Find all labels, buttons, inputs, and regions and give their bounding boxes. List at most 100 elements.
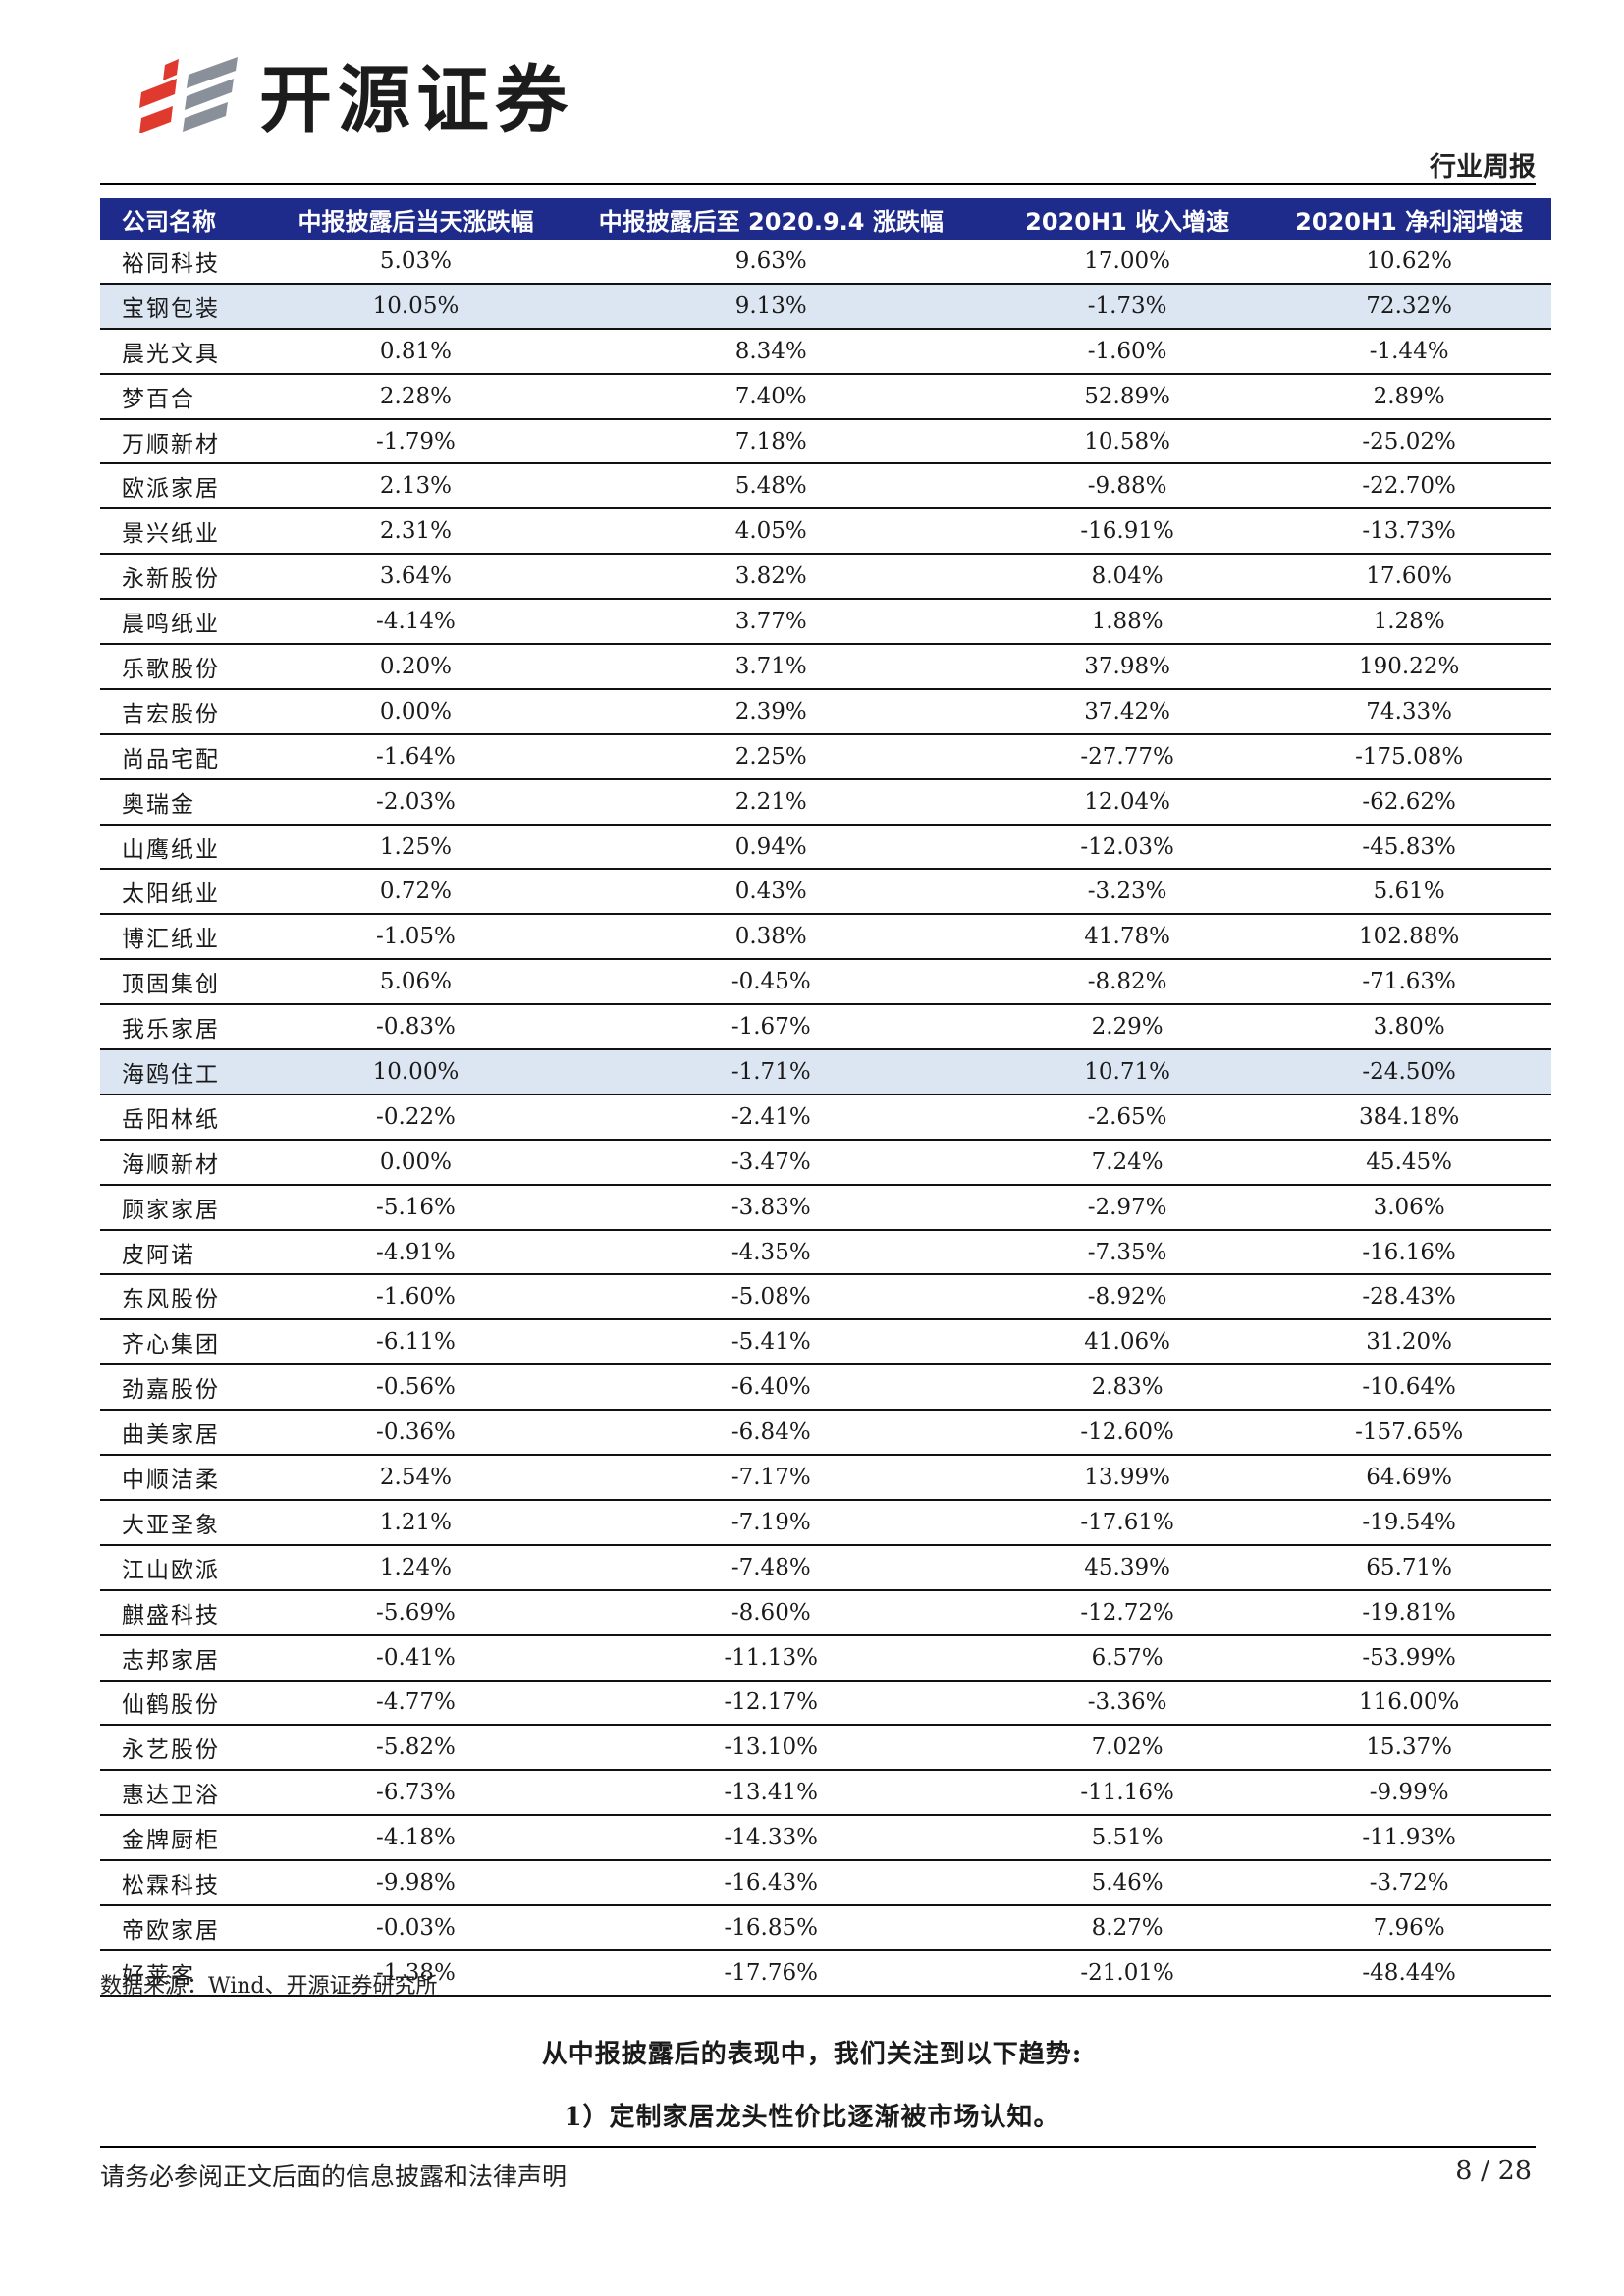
net-profit-growth-cell: -22.70% [1267,463,1551,510]
company-name-cell: 顶固集创 [100,959,278,1006]
day-change-cell: -1.79% [277,418,555,465]
revenue-growth-cell: -12.03% [987,824,1268,871]
since-change-cell: -3.47% [554,1139,988,1186]
day-change-cell: 5.03% [277,240,555,285]
revenue-growth-cell: 2.29% [987,1004,1268,1051]
since-change-cell: -7.19% [554,1499,988,1546]
table-row: 景兴纸业 2.31% 4.05% -16.91% -13.73% [100,508,1551,556]
revenue-growth-cell: -11.16% [987,1770,1268,1817]
company-name-cell: 乐歌股份 [100,644,278,690]
since-change-cell: -7.48% [554,1544,988,1591]
day-change-cell: 1.21% [277,1499,555,1546]
net-profit-growth-cell: -9.99% [1267,1770,1551,1817]
net-profit-growth-cell: -25.02% [1267,418,1551,465]
table-row: 博汇纸业 -1.05% 0.38% 41.78% 102.88% [100,914,1551,961]
company-name-cell: 海顺新材 [100,1139,278,1186]
day-change-cell: -1.64% [277,733,555,780]
table-row: 麒盛科技 -5.69% -8.60% -12.72% -19.81% [100,1589,1551,1636]
net-profit-growth-cell: 65.71% [1267,1544,1551,1591]
revenue-growth-cell: 2.83% [987,1364,1268,1412]
company-name-cell: 志邦家居 [100,1634,278,1682]
table-row: 山鹰纸业 1.25% 0.94% -12.03% -45.83% [100,824,1551,871]
since-change-cell: 9.13% [554,283,988,330]
since-change-cell: 4.05% [554,508,988,556]
table-row: 金牌厨柜 -4.18% -14.33% 5.51% -11.93% [100,1815,1551,1862]
day-change-cell: -4.14% [277,599,555,646]
body-paragraph: 从中报披露后的表现中，我们关注到以下趋势: [541,2040,1083,2069]
table-row: 晨鸣纸业 -4.14% 3.77% 1.88% 1.28% [100,599,1551,646]
revenue-growth-cell: 52.89% [987,373,1268,420]
revenue-growth-cell: 10.58% [987,418,1268,465]
day-change-cell: -0.56% [277,1364,555,1412]
net-profit-growth-cell: -19.54% [1267,1499,1551,1546]
table-row: 顶固集创 5.06% -0.45% -8.82% -71.63% [100,959,1551,1006]
day-change-cell: 1.24% [277,1544,555,1591]
table-row: 海鸥住工 10.00% -1.71% 10.71% -24.50% [100,1049,1551,1095]
revenue-growth-cell: 37.98% [987,644,1268,690]
day-change-cell: -4.91% [277,1229,555,1276]
company-name-cell: 劲嘉股份 [100,1364,278,1412]
since-change-cell: 5.48% [554,463,988,510]
day-change-cell: 0.72% [277,869,555,916]
since-change-cell: 3.71% [554,644,988,690]
revenue-growth-cell: 13.99% [987,1455,1268,1501]
revenue-growth-cell: 5.51% [987,1815,1268,1862]
day-change-cell: -5.82% [277,1725,555,1772]
net-profit-growth-cell: 3.06% [1267,1184,1551,1231]
net-profit-growth-cell: -1.44% [1267,328,1551,375]
net-profit-growth-cell: 31.20% [1267,1319,1551,1366]
day-change-cell: -0.03% [277,1904,555,1951]
since-change-cell: -7.17% [554,1455,988,1501]
document-type: 行业周报 [1430,152,1536,183]
net-profit-growth-cell: 64.69% [1267,1455,1551,1501]
net-profit-growth-cell: -10.64% [1267,1364,1551,1412]
revenue-growth-cell: -12.60% [987,1410,1268,1457]
table-row: 惠达卫浴 -6.73% -13.41% -11.16% -9.99% [100,1770,1551,1817]
table-row: 志邦家居 -0.41% -11.13% 6.57% -53.99% [100,1634,1551,1682]
revenue-growth-cell: -8.92% [987,1274,1268,1321]
day-change-cell: 0.00% [277,688,555,735]
net-profit-growth-cell: 2.89% [1267,373,1551,420]
day-change-cell: 10.05% [277,283,555,330]
revenue-growth-cell: -1.60% [987,328,1268,375]
company-name-cell: 裕同科技 [100,240,278,285]
since-change-cell: 0.38% [554,914,988,961]
revenue-growth-cell: -2.97% [987,1184,1268,1231]
table-row: 皮阿诺 -4.91% -4.35% -7.35% -16.16% [100,1229,1551,1276]
header-divider [100,183,1536,185]
since-change-cell: -5.08% [554,1274,988,1321]
company-name-cell: 帝欧家居 [100,1904,278,1951]
company-name-cell: 永新股份 [100,554,278,601]
since-change-cell: -17.76% [554,1949,988,1997]
footer-disclaimer: 请务必参阅正文后面的信息披露和法律声明 [100,2163,568,2191]
since-change-cell: -8.60% [554,1589,988,1636]
revenue-growth-cell: -1.73% [987,283,1268,330]
company-name-cell: 博汇纸业 [100,914,278,961]
net-profit-growth-cell: -3.72% [1267,1860,1551,1906]
since-change-cell: -11.13% [554,1634,988,1682]
day-change-cell: -0.41% [277,1634,555,1682]
company-name-cell: 永艺股份 [100,1725,278,1772]
day-change-cell: -5.16% [277,1184,555,1231]
table-row: 帝欧家居 -0.03% -16.85% 8.27% 7.96% [100,1904,1551,1951]
day-change-cell: -0.36% [277,1410,555,1457]
since-change-cell: -5.41% [554,1319,988,1366]
net-profit-growth-cell: -13.73% [1267,508,1551,556]
column-header-company: 公司名称 [100,198,278,240]
day-change-cell: 0.81% [277,328,555,375]
since-change-cell: -3.83% [554,1184,988,1231]
revenue-growth-cell: 41.06% [987,1319,1268,1366]
since-change-cell: -13.41% [554,1770,988,1817]
table-row: 太阳纸业 0.72% 0.43% -3.23% 5.61% [100,869,1551,916]
net-profit-growth-cell: -16.16% [1267,1229,1551,1276]
footer-divider [100,2146,1536,2148]
since-change-cell: 9.63% [554,240,988,285]
table-row: 曲美家居 -0.36% -6.84% -12.60% -157.65% [100,1410,1551,1457]
company-name-cell: 惠达卫浴 [100,1770,278,1817]
company-name-cell: 好莱客 [100,1949,278,1997]
table-row: 梦百合 2.28% 7.40% 52.89% 2.89% [100,373,1551,420]
revenue-growth-cell: 41.78% [987,914,1268,961]
table-row: 吉宏股份 0.00% 2.39% 37.42% 74.33% [100,688,1551,735]
revenue-growth-cell: 7.24% [987,1139,1268,1186]
since-change-cell: 2.25% [554,733,988,780]
